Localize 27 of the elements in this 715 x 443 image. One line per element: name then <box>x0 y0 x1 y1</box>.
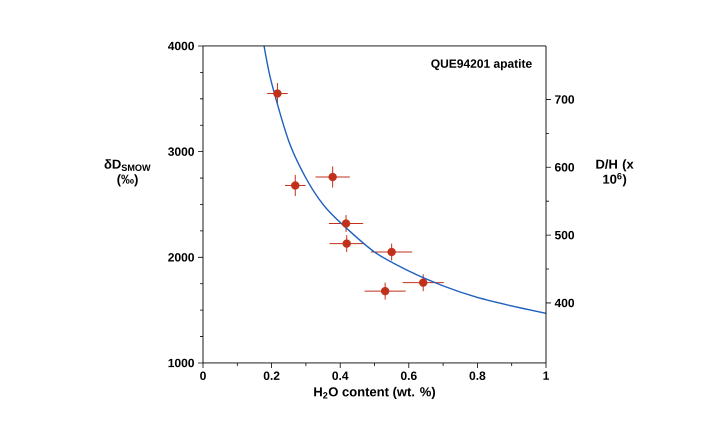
x-tick-label: 0 <box>200 372 206 380</box>
x-tick-label: 0.6 <box>400 372 417 380</box>
y2-tick-label: 700 <box>555 95 574 104</box>
annotation: QUE94201 apatite <box>431 59 532 70</box>
y-tick-label: 3000 <box>168 147 194 156</box>
point <box>328 172 337 182</box>
point <box>291 181 300 190</box>
y-tick-label: 4000 <box>168 42 194 50</box>
point <box>380 286 390 296</box>
y2-tick-label: 600 <box>554 163 574 172</box>
y2-tick-label: 500 <box>554 230 574 240</box>
y-tick-label: 2000 <box>168 253 194 262</box>
point <box>342 219 350 228</box>
x-tick-label: 0.2 <box>264 372 280 380</box>
x-axis-title: H$_{2}$O content (wt. %) <box>314 386 436 399</box>
line-series <box>263 46 546 314</box>
point <box>273 89 282 98</box>
y2-axis-title: D/H (x 10$^{6}$) <box>596 159 634 186</box>
y-tick-label: 1000 <box>168 358 194 368</box>
point <box>387 248 396 256</box>
y-axis-title: δD$_{SMOW}$ (‰) <box>104 159 151 186</box>
x-tick-label: 0.4 <box>332 372 348 380</box>
x-tick-label: 0.8 <box>470 372 486 380</box>
point <box>342 239 351 248</box>
point <box>419 278 428 287</box>
y2-tick-label: 400 <box>554 298 574 308</box>
x-tick-label: 1 <box>543 372 549 380</box>
